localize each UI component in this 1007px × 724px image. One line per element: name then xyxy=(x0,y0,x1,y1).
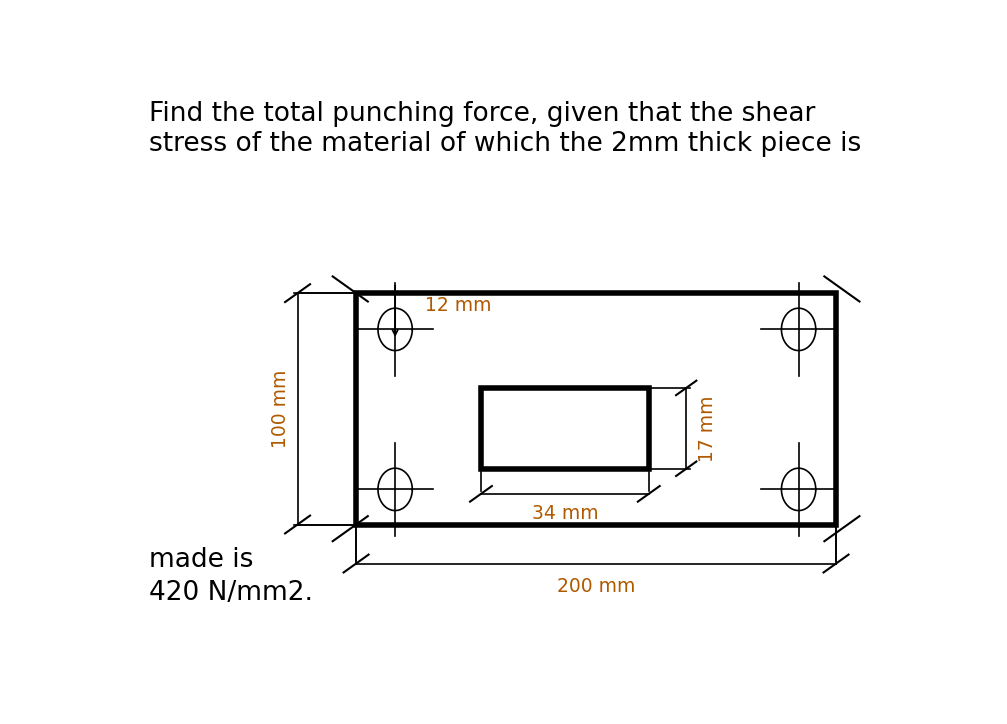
Text: made is: made is xyxy=(149,547,254,573)
Text: 12 mm: 12 mm xyxy=(425,296,491,316)
Text: stress of the material of which the 2mm thick piece is: stress of the material of which the 2mm … xyxy=(149,132,862,158)
Text: 200 mm: 200 mm xyxy=(557,578,635,597)
Text: 420 N/mm2.: 420 N/mm2. xyxy=(149,580,313,606)
Text: Find the total punching force, given that the shear: Find the total punching force, given tha… xyxy=(149,101,816,127)
Bar xyxy=(481,388,649,468)
Text: 100 mm: 100 mm xyxy=(271,370,290,448)
Bar xyxy=(356,293,836,524)
Text: 17 mm: 17 mm xyxy=(698,395,717,462)
Text: 34 mm: 34 mm xyxy=(532,504,598,523)
